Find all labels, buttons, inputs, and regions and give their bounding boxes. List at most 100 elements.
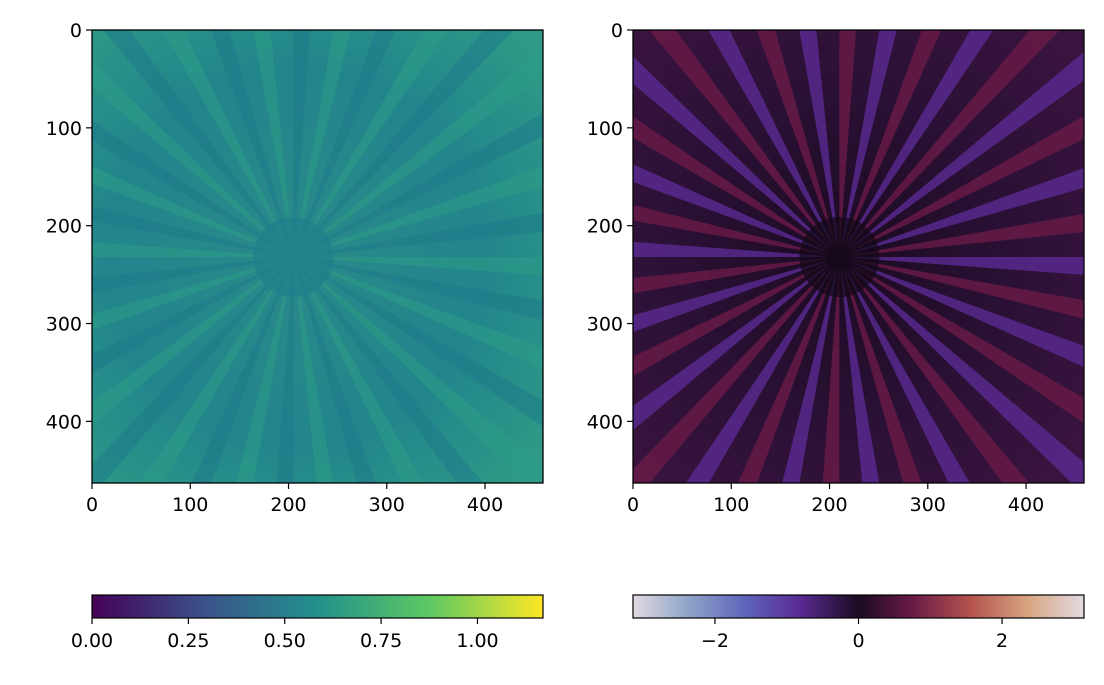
amplitude-spoke bbox=[305, 264, 543, 427]
amplitude-spoke bbox=[302, 30, 515, 247]
amplitude-image-frame bbox=[91, 29, 544, 484]
phase-spoke bbox=[633, 265, 829, 431]
amplitude-spoke bbox=[92, 166, 281, 253]
phase-spoke bbox=[844, 30, 942, 245]
phase-spoke bbox=[633, 267, 831, 483]
phase-y-tick-label: 300 bbox=[587, 314, 623, 336]
amplitude-spoke bbox=[162, 30, 288, 245]
phase-spoke bbox=[841, 30, 897, 244]
amplitude-spoke bbox=[297, 270, 376, 483]
phase-spoke bbox=[846, 30, 994, 246]
amplitude-image-panel: 0 100 200 300 400 0 100 200 300 400 bbox=[46, 20, 544, 516]
amplitude-spoke bbox=[92, 258, 280, 293]
phase-spoke bbox=[840, 270, 880, 483]
phase-y-tick-label: 100 bbox=[587, 118, 623, 140]
amplitude-spoke bbox=[303, 266, 543, 483]
amplitude-colorbar-tick-label: 0.00 bbox=[71, 630, 113, 652]
phase-x-tick-label: 100 bbox=[713, 494, 749, 516]
phase-spoke bbox=[839, 30, 857, 243]
amplitude-spoke bbox=[92, 61, 284, 248]
amplitude-colorbar-tick-label: 0.50 bbox=[264, 630, 306, 652]
phase-colorbar-tick-label: 2 bbox=[996, 630, 1008, 652]
amplitude-x-tick-label: 400 bbox=[467, 494, 503, 516]
amplitude-spoke bbox=[300, 30, 448, 246]
amplitude-spoke bbox=[301, 267, 484, 483]
phase-spoke bbox=[847, 267, 1029, 483]
amplitude-spoke bbox=[307, 259, 543, 321]
amplitude-colorbar-tick-label: 1.00 bbox=[456, 630, 498, 652]
phase-spoke bbox=[822, 271, 840, 483]
phase-y-tick-label: 0 bbox=[611, 20, 623, 42]
phase-spoke bbox=[756, 30, 836, 244]
amplitude-spoke bbox=[298, 30, 396, 245]
phase-x-tick-label: 0 bbox=[627, 494, 639, 516]
amplitude-spoke bbox=[306, 261, 543, 370]
amplitude-spoke bbox=[306, 166, 543, 254]
phase-spoke bbox=[782, 270, 837, 483]
amplitude-spoke bbox=[305, 112, 543, 251]
amplitude-spoke bbox=[92, 120, 282, 250]
amplitude-colorbar-tick-label: 0.75 bbox=[360, 630, 402, 652]
amplitude-y-tick-label: 300 bbox=[46, 314, 82, 336]
phase-spoke bbox=[633, 258, 826, 294]
phase-x-tick-label: 200 bbox=[811, 494, 847, 516]
phase-spoke bbox=[848, 30, 1061, 247]
amplitude-spoke bbox=[294, 270, 334, 483]
phase-y-tick-label: 400 bbox=[587, 411, 623, 433]
phase-spoke bbox=[845, 269, 970, 483]
phase-spoke bbox=[843, 270, 922, 483]
amplitude-spoke bbox=[304, 47, 543, 249]
phase-spoke bbox=[849, 266, 1084, 483]
amplitude-spoke bbox=[92, 206, 280, 255]
amplitude-x-tick-label: 100 bbox=[172, 494, 208, 516]
amplitude-y-tick-label: 100 bbox=[46, 118, 82, 140]
phase-spoke bbox=[850, 264, 1084, 424]
amplitude-spoke bbox=[299, 269, 424, 483]
amplitude-spoke bbox=[276, 271, 294, 483]
phase-spoke bbox=[850, 51, 1084, 249]
phase-spoke bbox=[852, 167, 1084, 254]
phase-colorbar-tick-label: −2 bbox=[701, 630, 729, 652]
phase-spoke bbox=[799, 30, 838, 244]
amplitude-spoke bbox=[293, 30, 311, 243]
amplitude-spoke bbox=[92, 260, 281, 331]
phase-spoke bbox=[633, 56, 830, 248]
amplitude-spoke bbox=[191, 269, 289, 483]
phase-x-tick-label: 400 bbox=[1008, 494, 1044, 516]
phase-colorbar-gradient bbox=[632, 594, 1085, 619]
amplitude-center-region bbox=[253, 216, 334, 297]
phase-spoke bbox=[737, 269, 835, 483]
phase-center-region bbox=[799, 216, 880, 297]
phase-spoke bbox=[852, 259, 1084, 319]
phase-image-frame bbox=[632, 29, 1085, 484]
amplitude-spoke bbox=[307, 213, 543, 256]
phase-spoke bbox=[633, 116, 828, 250]
amplitude-colorbar-tick-label: 0.25 bbox=[167, 630, 209, 652]
phase-colorbar-tick-label: 0 bbox=[852, 630, 864, 652]
amplitude-y-tick-label: 0 bbox=[70, 20, 82, 42]
amplitude-spoke bbox=[307, 257, 543, 276]
amplitude-y-axis: 0 100 200 300 400 bbox=[46, 20, 92, 433]
amplitude-spoke bbox=[92, 263, 282, 374]
amplitude-spoke bbox=[295, 30, 351, 244]
phase-spoke bbox=[633, 260, 827, 333]
amplitude-spoke bbox=[236, 270, 291, 483]
phase-x-axis: 0 100 200 300 400 bbox=[627, 483, 1044, 516]
phase-spoke bbox=[648, 30, 832, 247]
amplitude-x-tick-label: 300 bbox=[369, 494, 405, 516]
phase-spoke bbox=[633, 241, 826, 257]
phase-x-tick-label: 300 bbox=[910, 494, 946, 516]
phase-colorbar-ticks: −2 0 2 bbox=[701, 618, 1008, 652]
amplitude-spoke bbox=[210, 30, 290, 244]
phase-spoke bbox=[708, 30, 834, 245]
amplitude-colorbar: 0.00 0.25 0.50 0.75 1.00 bbox=[71, 594, 544, 652]
phase-spoke bbox=[853, 257, 1084, 275]
phase-spoke bbox=[853, 213, 1084, 256]
amplitude-spoke bbox=[92, 267, 285, 483]
amplitude-x-axis: 0 100 200 300 400 bbox=[86, 483, 503, 516]
phase-spoke bbox=[633, 204, 826, 255]
amplitude-spoke bbox=[102, 30, 286, 247]
phase-image-spokes bbox=[633, 30, 1084, 483]
amplitude-spoke bbox=[92, 242, 280, 257]
